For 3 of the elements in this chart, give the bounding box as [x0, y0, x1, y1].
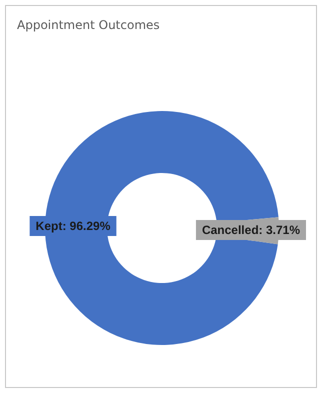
slice-label: Kept — [36, 218, 62, 233]
chart-title: Appointment Outcomes — [17, 18, 160, 32]
data-label: : 96.29% — [62, 218, 111, 233]
